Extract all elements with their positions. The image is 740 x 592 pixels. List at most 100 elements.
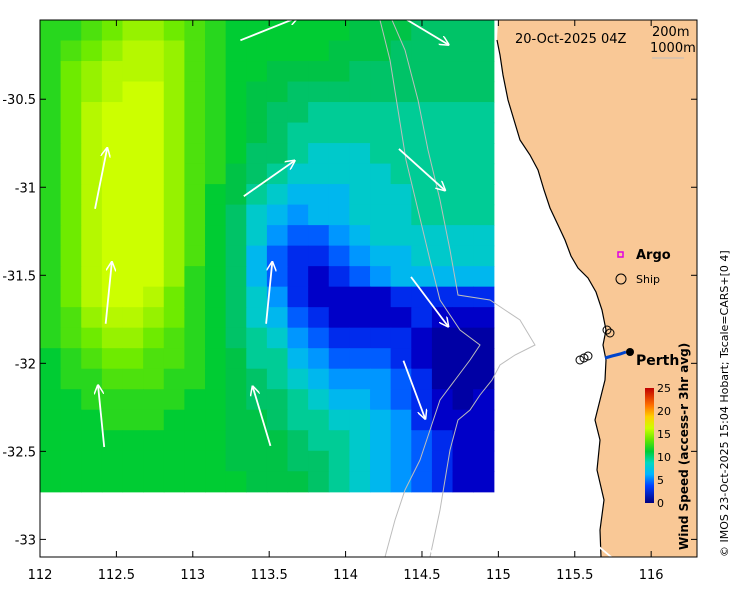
x-tick-label: 116 bbox=[639, 568, 664, 583]
heatmap-cell bbox=[246, 348, 268, 370]
heatmap-cell bbox=[184, 81, 206, 103]
heatmap-cell bbox=[431, 450, 454, 472]
wind-vector-arrow bbox=[398, 148, 445, 190]
colorbar-tick-label: 5 bbox=[657, 474, 664, 487]
heatmap-cell bbox=[452, 225, 474, 247]
heatmap-cell bbox=[246, 122, 268, 144]
heatmap-cell bbox=[246, 245, 268, 267]
heatmap-cell bbox=[473, 143, 495, 165]
heatmap-cell bbox=[452, 409, 474, 431]
heatmap-cell bbox=[431, 368, 454, 390]
heatmap-cell bbox=[246, 266, 268, 288]
heatmap-cell bbox=[390, 20, 412, 42]
heatmap-cell bbox=[349, 266, 371, 288]
australia-land bbox=[497, 20, 697, 557]
heatmap-cell bbox=[246, 471, 268, 493]
heatmap-cell bbox=[246, 204, 268, 226]
heatmap-cell bbox=[328, 368, 351, 390]
bathymetry-contours bbox=[379, 20, 536, 557]
heatmap-cell bbox=[328, 122, 351, 144]
heatmap-cell bbox=[390, 245, 412, 267]
heatmap-cell bbox=[349, 204, 371, 226]
heatmap-cell bbox=[60, 450, 82, 472]
heatmap-cell bbox=[81, 20, 103, 42]
heatmap-cell bbox=[349, 389, 371, 411]
heatmap-cell bbox=[349, 81, 371, 103]
heatmap-cell bbox=[452, 368, 474, 390]
wind-vector-arrow bbox=[98, 385, 106, 448]
heatmap-cell bbox=[473, 122, 495, 144]
heatmap-cell bbox=[411, 245, 433, 267]
heatmap-cell bbox=[205, 163, 227, 185]
heatmap-cell bbox=[184, 143, 206, 165]
heatmap-cell bbox=[431, 20, 454, 42]
heatmap-cell bbox=[163, 266, 185, 288]
heatmap-cell bbox=[101, 225, 124, 247]
heatmap-cell bbox=[266, 389, 289, 411]
heatmap-cell bbox=[163, 184, 185, 206]
heatmap-cell bbox=[370, 184, 392, 206]
heatmap-cell bbox=[184, 20, 206, 42]
argo-legend-label: Argo bbox=[636, 248, 671, 263]
wind-vector-arrow bbox=[250, 511, 270, 557]
heatmap-cell bbox=[225, 450, 247, 472]
x-axis: 112 112.5 113 113.5 114 114.5 115 115.5 116 bbox=[28, 20, 664, 583]
heatmap-cell bbox=[143, 122, 165, 144]
colorbar-tick-label: 20 bbox=[657, 405, 671, 418]
wind-vector-arrow bbox=[584, 385, 595, 446]
heatmap-cell bbox=[143, 409, 165, 431]
heatmap-cell bbox=[40, 61, 62, 83]
heatmap-cell bbox=[452, 389, 474, 411]
heatmap-cell bbox=[308, 40, 330, 62]
heatmap-cell bbox=[349, 450, 371, 472]
heatmap-cell bbox=[246, 61, 268, 83]
heatmap-cell bbox=[143, 266, 165, 288]
heatmap-cell bbox=[163, 327, 185, 349]
heatmap-cell bbox=[225, 122, 247, 144]
heatmap-cell bbox=[143, 286, 165, 308]
heatmap-cell bbox=[266, 40, 289, 62]
heatmap-cell bbox=[101, 40, 124, 62]
heatmap-cell bbox=[205, 430, 227, 452]
heatmap-cell bbox=[308, 368, 330, 390]
heatmap-cell bbox=[40, 122, 62, 144]
heatmap-cell bbox=[452, 327, 474, 349]
heatmap-cell bbox=[184, 40, 206, 62]
heatmap-cell bbox=[40, 163, 62, 185]
y-tick-label: -31 bbox=[15, 181, 36, 196]
heatmap-cell bbox=[473, 286, 495, 308]
heatmap-cell bbox=[411, 81, 433, 103]
y-tick-label: -33 bbox=[15, 533, 36, 548]
heatmap-cell bbox=[143, 348, 165, 370]
heatmap-cell bbox=[101, 430, 124, 452]
heatmap-cell bbox=[328, 143, 351, 165]
heatmap-cell bbox=[205, 102, 227, 124]
heatmap-cell bbox=[349, 348, 371, 370]
heatmap-cell bbox=[266, 409, 289, 431]
heatmap-cell bbox=[411, 286, 433, 308]
heatmap-cell bbox=[370, 143, 392, 165]
heatmap-cell bbox=[431, 81, 454, 103]
heatmap-cell bbox=[101, 102, 124, 124]
wind-vector-arrow bbox=[566, 520, 613, 557]
heatmap-cell bbox=[205, 20, 227, 42]
heatmap-cell bbox=[287, 266, 309, 288]
heatmap-cell bbox=[452, 122, 474, 144]
heatmap-cell bbox=[40, 143, 62, 165]
heatmap-cell bbox=[225, 368, 247, 390]
heatmap-cell bbox=[40, 245, 62, 267]
heatmap-cell bbox=[328, 61, 351, 83]
x-tick-label: 113.5 bbox=[251, 568, 288, 583]
heatmap-cell bbox=[225, 184, 247, 206]
heatmap-cell bbox=[431, 225, 454, 247]
heatmap-cell bbox=[143, 204, 165, 226]
heatmap-cell bbox=[287, 348, 309, 370]
heatmap-cell bbox=[81, 286, 103, 308]
heatmap-cell bbox=[473, 61, 495, 83]
heatmap-cell bbox=[122, 143, 144, 165]
heatmap-cell bbox=[60, 184, 82, 206]
heatmap-cell bbox=[60, 102, 82, 124]
heatmap-cell bbox=[266, 327, 289, 349]
heatmap-cell bbox=[452, 307, 474, 329]
heatmap-cell bbox=[81, 163, 103, 185]
